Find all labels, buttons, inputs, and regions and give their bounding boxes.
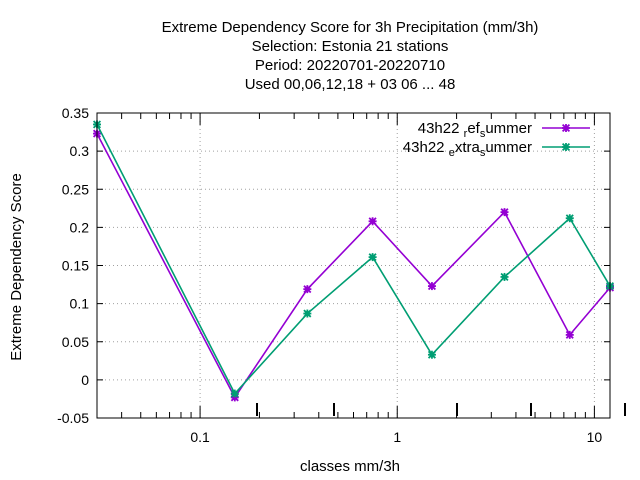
data-point	[561, 142, 571, 152]
x-axis-label: classes mm/3h	[300, 458, 400, 475]
y-tick-label: 0.1	[70, 296, 90, 312]
data-point	[303, 285, 312, 294]
title-line-2: Selection: Estonia 21 stations	[252, 38, 449, 55]
data-point	[500, 208, 509, 217]
legend-label: 43h22 extrasummer	[403, 139, 532, 159]
y-tick-label: 0.2	[70, 219, 90, 235]
data-point	[230, 389, 239, 398]
data-point	[561, 123, 571, 133]
data-point	[565, 214, 574, 223]
series-line	[96, 124, 611, 395]
series-2	[92, 120, 615, 398]
y-tick-label: 0.05	[62, 334, 89, 350]
y-tick-label: 0.35	[62, 105, 89, 121]
data-point	[368, 217, 377, 226]
chart-title: Extreme Dependency Score for 3h Precipit…	[162, 19, 539, 93]
y-tick-label: 0.15	[62, 258, 89, 274]
y-tick-label: -0.05	[57, 410, 89, 426]
plot-frame	[96, 112, 611, 419]
data-point	[500, 272, 509, 281]
title-line-3: Period: 20220701-20220710	[255, 57, 445, 74]
y-tick-label: 0	[81, 372, 89, 388]
y-tick-label: 0.3	[70, 143, 90, 159]
y-tick-label: 0.25	[62, 181, 89, 197]
tick-labels: -0.05 0 0.05 0.1 0.15 0.2 0.25 0.3 0.35 0.1 1 10	[57, 105, 602, 445]
data-point	[565, 330, 574, 339]
legend-label: 43h22 refsummer	[418, 120, 532, 140]
data-point	[303, 309, 312, 318]
series-layer	[92, 120, 615, 402]
data-point	[368, 253, 377, 262]
x-tick-label: 0.1	[190, 429, 210, 445]
x-tick-label: 1	[393, 429, 401, 445]
y-axis-label: Extreme Dependency Score	[8, 173, 25, 361]
title-line-1: Extreme Dependency Score for 3h Precipit…	[162, 19, 539, 36]
axis-ticks	[96, 112, 626, 419]
data-point	[427, 350, 436, 359]
title-line-4: Used 00,06,12,18 + 03 06 ... 48	[245, 76, 456, 93]
x-tick-label: 10	[587, 429, 603, 445]
data-point	[427, 282, 436, 291]
